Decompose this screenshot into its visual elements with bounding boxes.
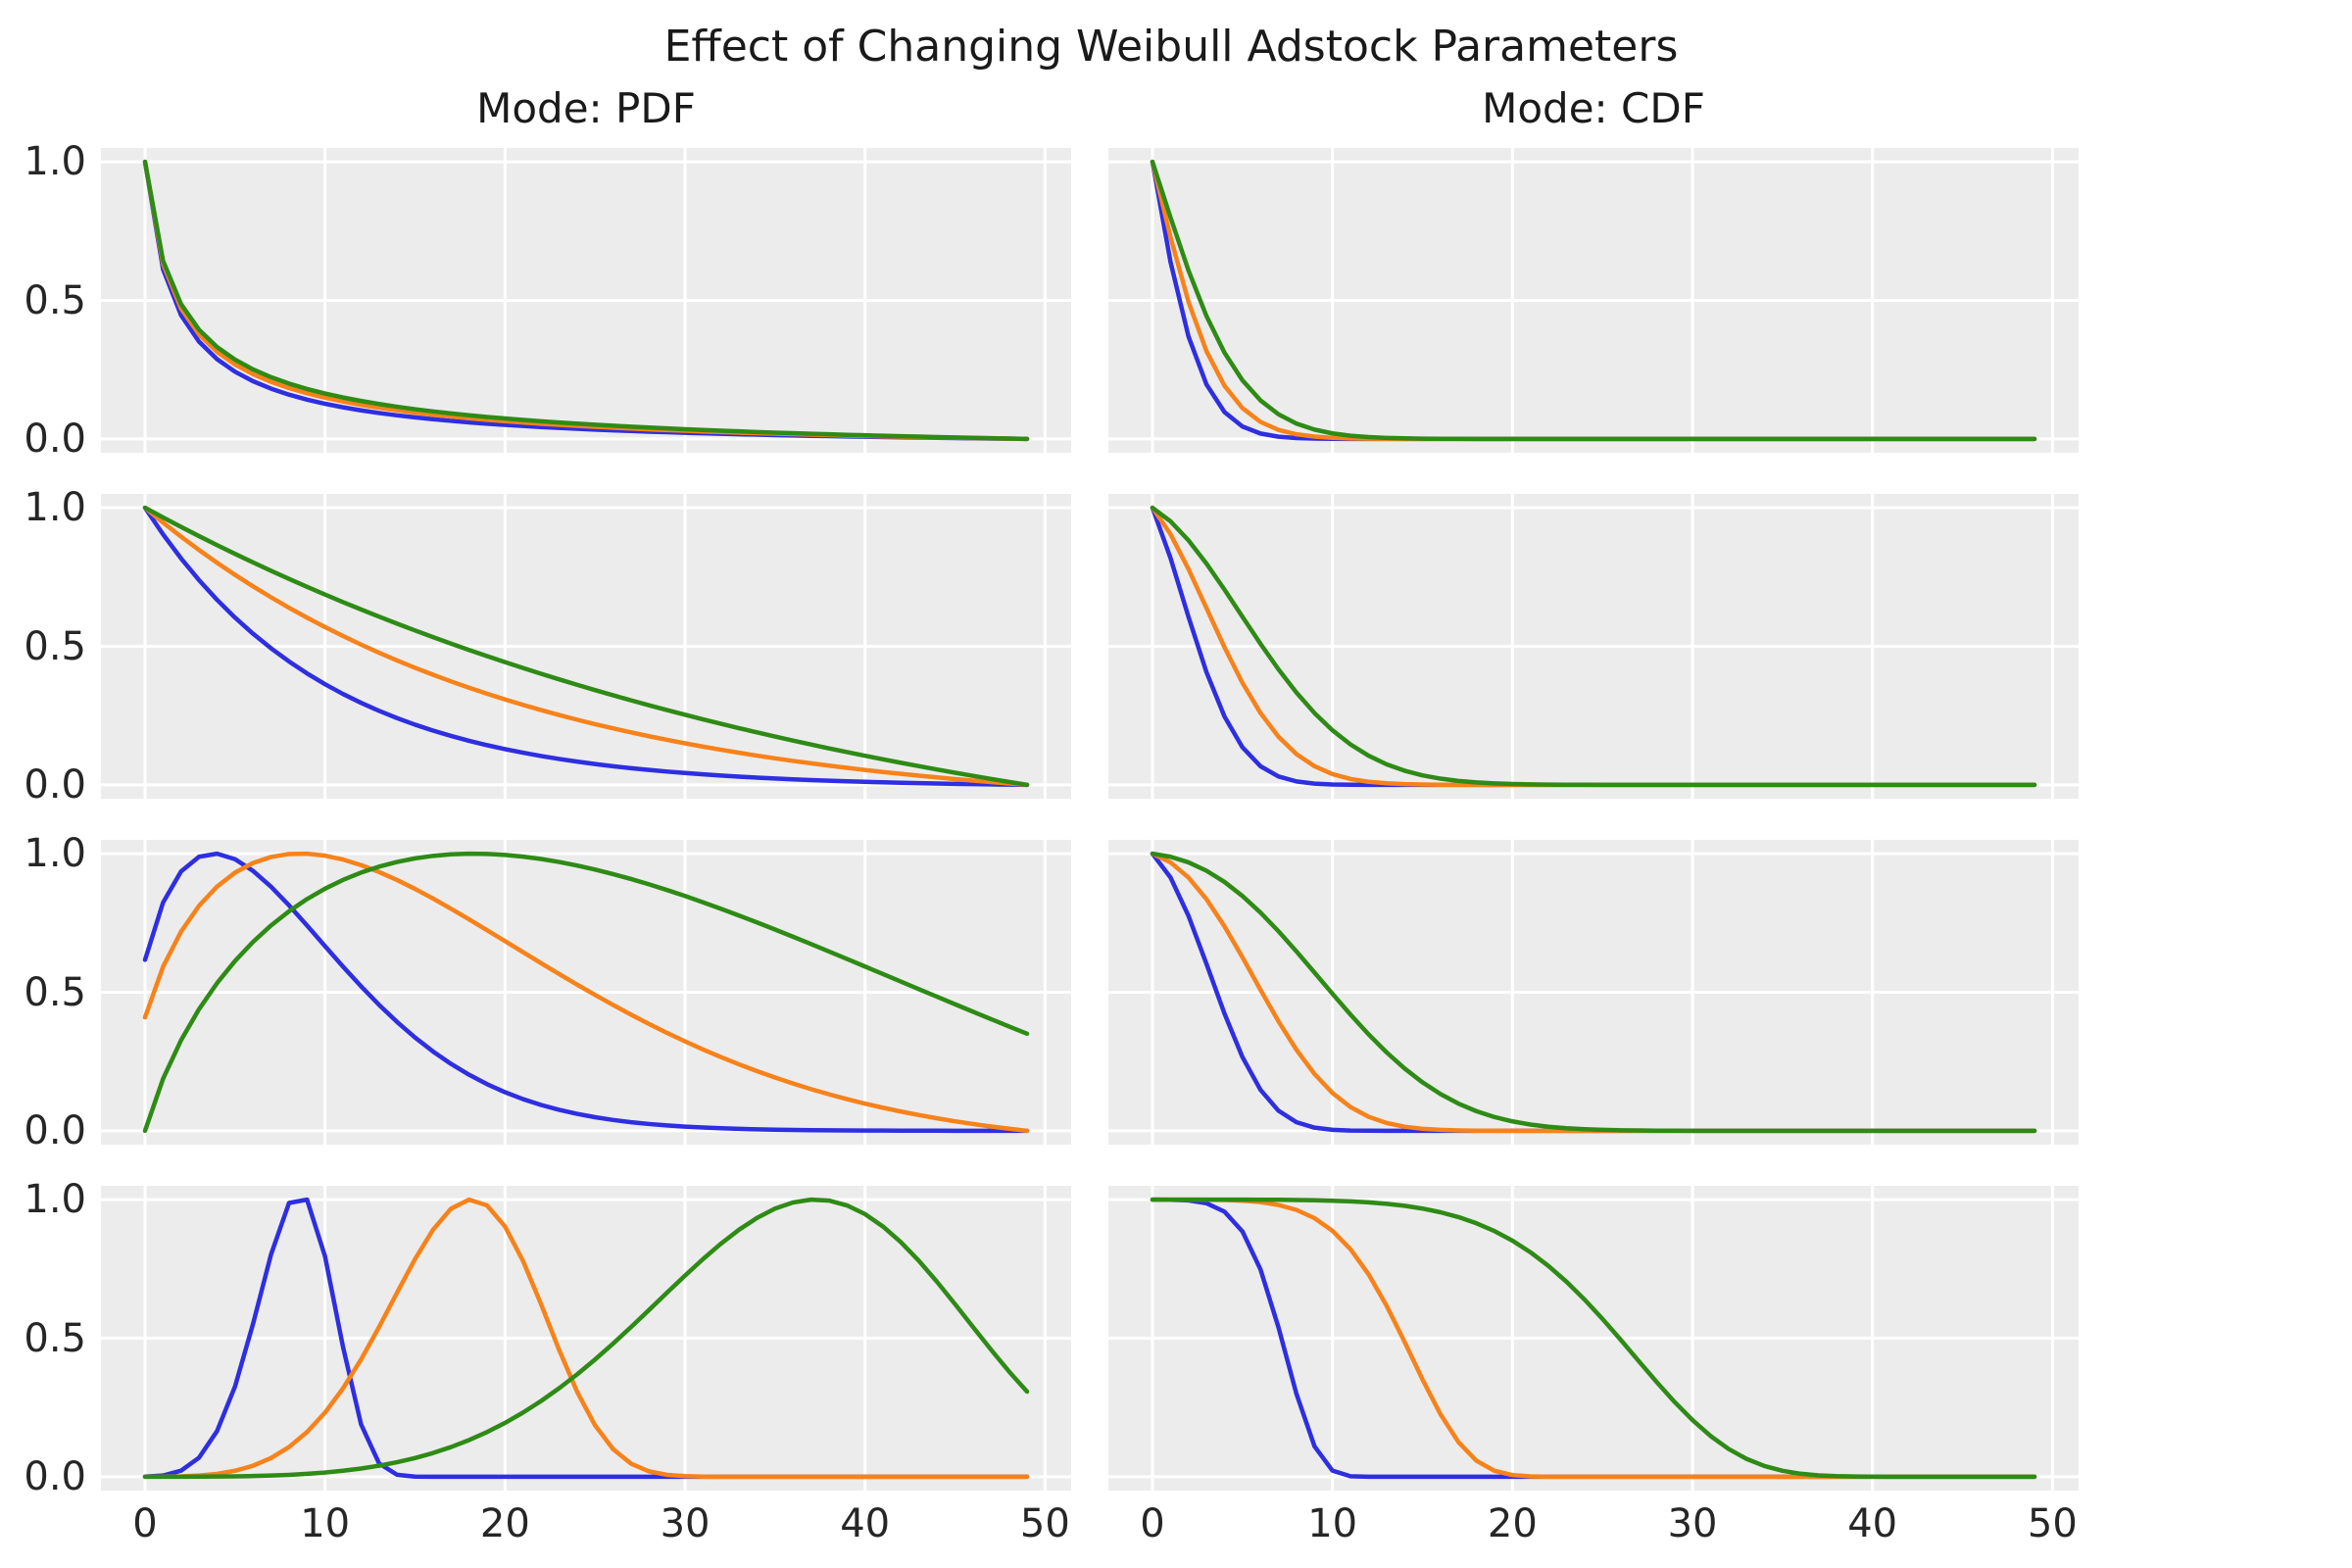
subplot-row1-cdf (1108, 148, 2079, 453)
curve-pdf-shape0.5-lam40 (142, 159, 1030, 442)
x-tick-label: 40 (1847, 1501, 1898, 1546)
y-tick-label: 0.0 (24, 1107, 86, 1153)
subplot-row1-pdf (101, 148, 1071, 453)
x-tick-label: 0 (1140, 1501, 1165, 1546)
curve-pdf-shape1-lam40 (142, 505, 1030, 788)
x-tick-label: 30 (1667, 1501, 1718, 1546)
subplot-row3-cdf (1108, 840, 2079, 1145)
y-tick-label: 0.5 (24, 277, 86, 323)
y-tick-label: 1.0 (24, 485, 86, 531)
x-tick-label: 30 (660, 1501, 710, 1546)
curve-pdf-shape1-lam10 (142, 505, 1030, 788)
figure-title: Effect of Changing Weibull Adstock Param… (663, 22, 1679, 72)
subplot-row2-pdf (101, 494, 1071, 799)
curve-pdf-shape1.5-lam40 (142, 851, 1030, 1134)
y-tick-label: 0.0 (24, 416, 86, 462)
subplot-row4-pdf (101, 1186, 1071, 1491)
curve-cdf-shape0.5-lam40 (1150, 159, 2037, 442)
y-tick-label: 1.0 (24, 139, 86, 185)
curve-cdf-shape1-lam40 (1150, 505, 2037, 788)
x-tick-label: 50 (2027, 1501, 2078, 1546)
x-tick-label: 10 (300, 1501, 351, 1546)
curve-pdf-shape5-lam20 (142, 1197, 1030, 1480)
x-tick-label: 10 (1307, 1501, 1358, 1546)
x-tick-label: 40 (840, 1501, 891, 1546)
y-tick-label: 0.5 (24, 969, 86, 1015)
y-tick-label: 0.5 (24, 623, 86, 669)
x-tick-label: 0 (132, 1501, 158, 1546)
y-tick-label: 0.5 (24, 1315, 86, 1361)
curve-cdf-shape1.5-lam40 (1150, 851, 2037, 1134)
subplot-row2-cdf (1108, 494, 2079, 799)
x-tick-label: 20 (479, 1501, 530, 1546)
y-tick-label: 1.0 (24, 831, 86, 877)
subplot-row3-pdf (101, 840, 1071, 1145)
y-tick-label: 1.0 (24, 1177, 86, 1223)
curve-pdf-shape5-lam40 (142, 1197, 1030, 1480)
curve-pdf-shape1-lam20 (142, 505, 1030, 788)
x-tick-label: 20 (1487, 1501, 1538, 1546)
y-tick-label: 0.0 (24, 1453, 86, 1499)
column-title-pdf: Mode: PDF (476, 84, 696, 132)
curve-pdf-shape1.5-lam20 (142, 851, 1030, 1134)
y-tick-label: 0.0 (24, 761, 86, 808)
x-tick-label: 50 (1019, 1501, 1070, 1546)
column-title-cdf: Mode: CDF (1482, 84, 1705, 132)
subplot-row4-cdf (1108, 1186, 2079, 1491)
curve-cdf-shape5-lam40 (1150, 1197, 2037, 1480)
